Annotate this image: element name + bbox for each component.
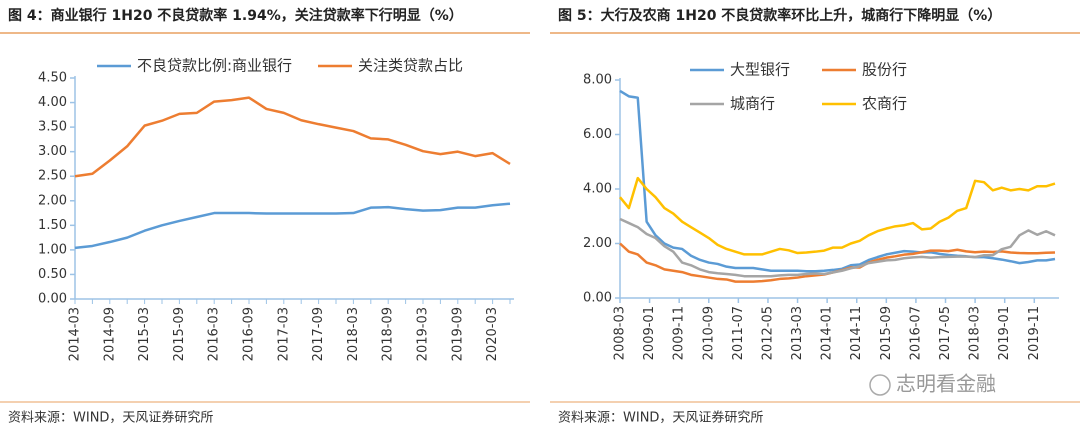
source: 资料来源：WIND，天风证券研究所 (558, 410, 763, 426)
x-tick-label: 2017-09 (311, 307, 326, 361)
x-tick-label: 2015-09 (172, 307, 187, 361)
x-tick-label: 2018-09 (381, 307, 396, 361)
x-tick-label: 2015-03 (137, 307, 152, 361)
y-tick-label: 0.00 (583, 291, 612, 306)
x-tick-label: 2017-05 (938, 306, 953, 360)
legend-label: 大型银行 (730, 61, 790, 79)
source: 资料来源：WIND，天风证券研究所 (8, 410, 213, 426)
chart-title: 图 4：商业银行 1H20 不良贷款率 1.94%，关注贷款率下行明显（%） (8, 7, 463, 24)
x-tick-label: 2020-03 (485, 307, 500, 361)
series-line (74, 96, 511, 178)
chart-title: 图 5：大行及农商 1H20 不良贷款率环比上升，城商行下降明显（%） (558, 7, 1001, 24)
x-tick-label: 2019-09 (450, 307, 465, 361)
y-tick-label: 3.50 (38, 120, 67, 135)
legend-label: 城商行 (730, 95, 775, 113)
y-tick-label: 4.00 (583, 182, 612, 197)
x-tick-label: 2017-03 (276, 307, 291, 361)
x-tick-label: 2019-03 (416, 307, 431, 361)
x-tick-label: 2011-07 (731, 306, 746, 360)
x-tick-label: 2016-07 (908, 306, 923, 360)
x-tick-label: 2014-09 (102, 307, 117, 361)
x-tick-label: 2008-03 (613, 306, 628, 360)
x-tick-label: 2009-11 (672, 306, 687, 360)
x-tick-label: 2013-03 (790, 306, 805, 360)
y-tick-label: 3.00 (38, 144, 67, 159)
watermark-icon (869, 374, 891, 396)
series-line (619, 176, 1056, 256)
y-tick-label: 1.50 (38, 218, 67, 233)
y-tick-label: 2.00 (583, 236, 612, 251)
x-tick-label: 2012-05 (760, 306, 775, 360)
x-tick-label: 2014-11 (849, 306, 864, 360)
x-tick-label: 2015-09 (879, 306, 894, 360)
legend-label: 关注类贷款占比 (358, 57, 463, 75)
y-tick-label: 4.50 (38, 71, 67, 86)
x-tick-label: 2018-03 (968, 306, 983, 360)
y-tick-label: 4.00 (38, 95, 67, 110)
y-tick-label: 0.50 (38, 267, 67, 282)
y-tick-label: 1.00 (38, 242, 67, 257)
x-tick-label: 2014-03 (68, 307, 83, 361)
series-line (74, 202, 511, 250)
x-tick-label: 2016-09 (242, 307, 257, 361)
watermark: 志明看金融 (896, 372, 996, 396)
series-line (619, 217, 1056, 278)
series-line (619, 89, 1056, 273)
x-tick-label: 2016-03 (207, 307, 222, 361)
legend-label: 不良贷款比例:商业银行 (137, 57, 292, 75)
y-tick-label: 2.50 (38, 169, 67, 184)
x-tick-label: 2009-01 (642, 306, 657, 360)
legend-label: 股份行 (862, 61, 907, 79)
y-tick-label: 2.00 (38, 193, 67, 208)
x-tick-label: 2018-03 (346, 307, 361, 361)
y-tick-label: 8.00 (583, 73, 612, 88)
legend-label: 农商行 (862, 95, 907, 113)
y-tick-label: 0.00 (38, 292, 67, 307)
x-tick-label: 2010-09 (701, 306, 716, 360)
x-tick-label: 2019-11 (1027, 306, 1042, 360)
y-tick-label: 6.00 (583, 127, 612, 142)
x-tick-label: 2019-01 (997, 306, 1012, 360)
x-tick-label: 2014-01 (820, 306, 835, 360)
